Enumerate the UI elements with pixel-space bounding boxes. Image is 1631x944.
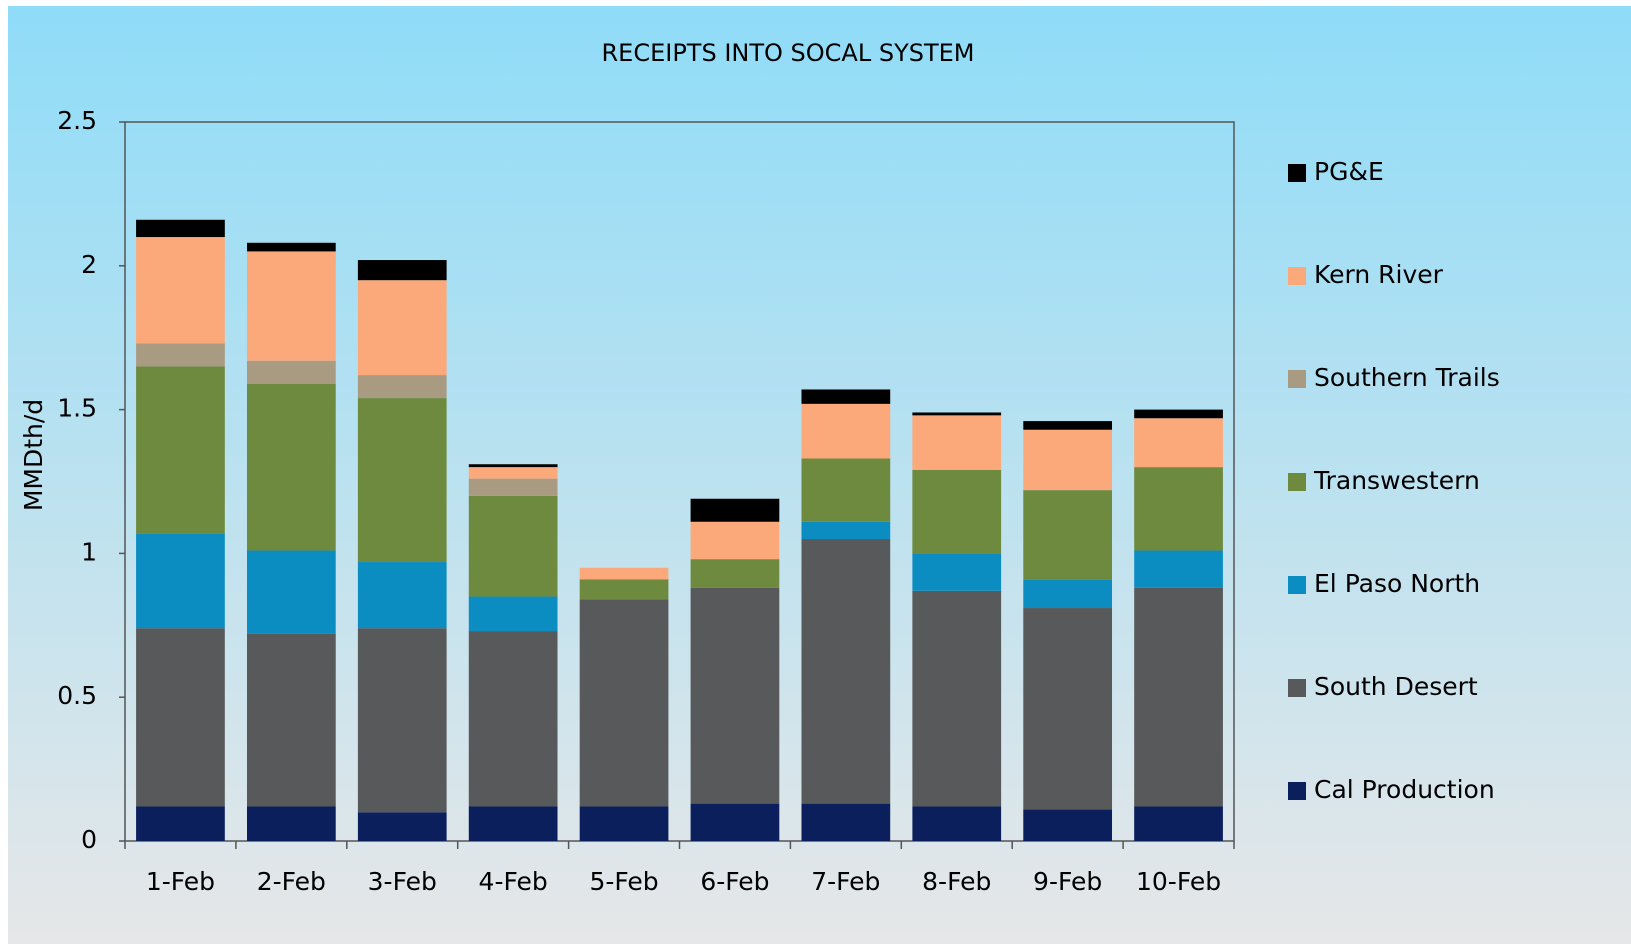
legend-swatch: [1288, 164, 1306, 182]
x-tick-label: 4-Feb: [479, 867, 548, 896]
x-tick-label: 10-Feb: [1136, 867, 1221, 896]
bar-segment: [468, 467, 558, 479]
legend-swatch: [1288, 782, 1306, 800]
legend-swatch: [1288, 267, 1306, 285]
legend-label: El Paso North: [1314, 569, 1480, 598]
x-tick-label: 8-Feb: [922, 867, 991, 896]
bar-segment: [801, 403, 891, 459]
bar-segment: [912, 415, 1002, 470]
bar-segment: [801, 458, 891, 522]
bar-segment: [912, 469, 1002, 554]
bar-segment: [246, 242, 336, 252]
legend-label: Southern Trails: [1314, 363, 1500, 392]
bar-segment: [468, 478, 558, 496]
bar-segment: [136, 237, 225, 344]
bar-segment: [579, 567, 669, 580]
chart-title: RECEIPTS INTO SOCAL SYSTEM: [601, 39, 974, 67]
bar-segment: [912, 412, 1002, 416]
x-tick-label: 7-Feb: [811, 867, 880, 896]
y-tick-label: 0: [81, 825, 97, 854]
bar-segment: [801, 389, 891, 404]
bar-segment: [1134, 550, 1223, 588]
bar-segment: [690, 559, 780, 588]
bar-segment: [357, 398, 447, 563]
bar-segment: [1134, 587, 1223, 807]
y-axis-label: MMDth/d: [19, 399, 48, 511]
bar-segment: [1023, 809, 1113, 841]
bar-segment: [246, 251, 336, 361]
bar-segment: [468, 464, 558, 468]
bar-segment: [136, 628, 225, 807]
bar-segment: [468, 806, 558, 841]
bar-segment: [136, 806, 225, 841]
x-tick-label: 2-Feb: [257, 867, 326, 896]
bar-segment: [246, 633, 336, 807]
bar-segment: [246, 806, 336, 841]
bar-segment: [1023, 429, 1113, 491]
bar-segment: [136, 533, 225, 629]
y-tick-label: 2: [81, 250, 97, 279]
legend-label: South Desert: [1314, 672, 1478, 701]
bar-segment: [136, 366, 225, 534]
y-tick-label: 1.5: [57, 394, 97, 423]
bar-segment: [357, 562, 447, 629]
bar-segment: [1134, 806, 1223, 841]
bar-segment: [357, 628, 447, 813]
bar-segment: [136, 219, 225, 238]
bar-segment: [801, 803, 891, 841]
bar-segment: [579, 599, 669, 807]
y-tick-label: 2.5: [57, 106, 97, 135]
legend-swatch: [1288, 576, 1306, 594]
bar-segment: [468, 495, 558, 597]
legend-label: PG&E: [1314, 157, 1384, 186]
bar-segment: [1023, 579, 1113, 609]
legend-label: Cal Production: [1314, 775, 1495, 804]
bar-segment: [690, 587, 780, 804]
bar-segment: [1023, 421, 1113, 430]
bar-segment: [801, 521, 891, 540]
legend-label: Transwestern: [1313, 466, 1480, 495]
bar-segment: [1134, 467, 1223, 551]
bar-segment: [690, 803, 780, 841]
bar-segment: [690, 521, 780, 560]
bar-segment: [468, 631, 558, 807]
legend-swatch: [1288, 679, 1306, 697]
bar-segment: [136, 343, 225, 367]
y-tick-label: 1: [81, 537, 97, 566]
bar-segment: [690, 498, 780, 522]
x-tick-label: 6-Feb: [700, 867, 769, 896]
bar-segment: [579, 579, 669, 600]
bar-segment: [1023, 490, 1113, 580]
bar-segment: [357, 812, 447, 841]
bar-segment: [1134, 409, 1223, 419]
legend-swatch: [1288, 473, 1306, 491]
bar-segment: [1023, 608, 1113, 810]
y-tick-label: 0.5: [57, 681, 97, 710]
bar-segment: [246, 360, 336, 384]
bar-segment: [912, 553, 1002, 591]
bar-segment: [357, 280, 447, 376]
bar-segment: [912, 590, 1002, 807]
legend-swatch: [1288, 370, 1306, 388]
bar-segment: [246, 550, 336, 634]
x-tick-label: 9-Feb: [1033, 867, 1102, 896]
x-tick-label: 5-Feb: [589, 867, 658, 896]
bar-segment: [357, 260, 447, 281]
bar-segment: [468, 596, 558, 632]
bar-segment: [246, 383, 336, 551]
bar-segment: [579, 806, 669, 841]
bar-segment: [357, 375, 447, 399]
x-tick-label: 3-Feb: [368, 867, 437, 896]
bar-segment: [912, 806, 1002, 841]
legend-label: Kern River: [1314, 260, 1444, 289]
x-tick-label: 1-Feb: [146, 867, 215, 896]
bar-segment: [801, 539, 891, 804]
bar-segment: [1134, 418, 1223, 468]
